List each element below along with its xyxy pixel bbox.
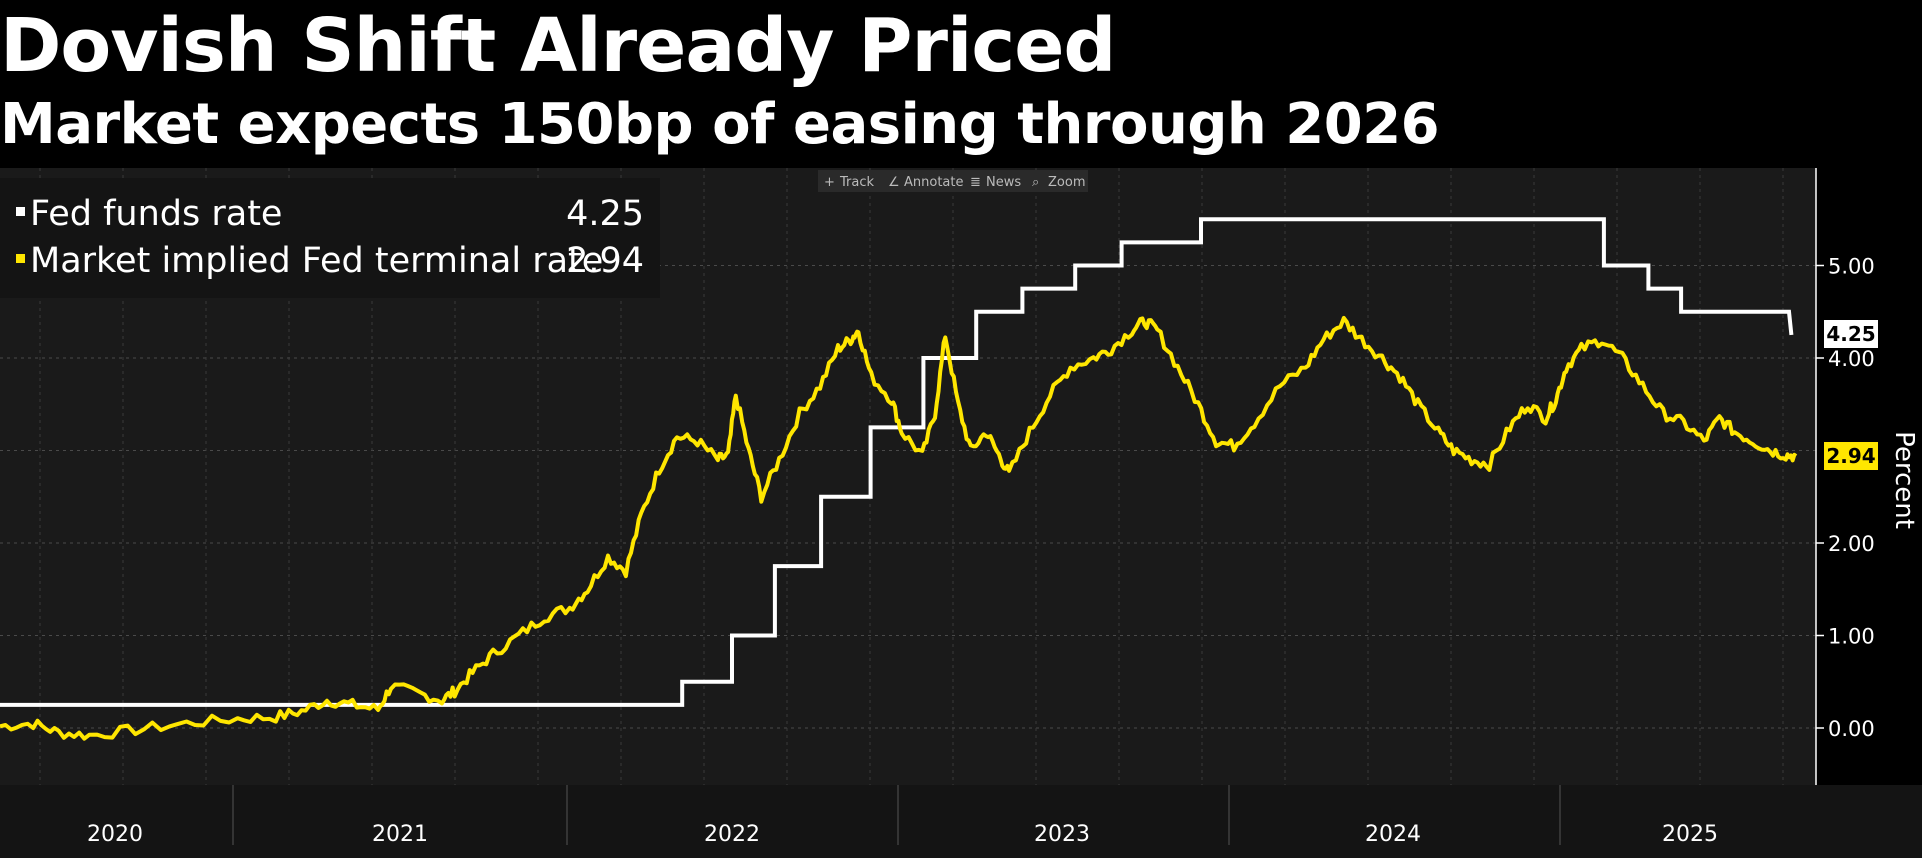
- x-tick-label: 2025: [1662, 822, 1718, 847]
- x-tick-label: 2020: [87, 822, 143, 847]
- tag-text-fed: 4.25: [1826, 322, 1875, 346]
- x-axis-ticks: 2020 2021 2022 2023 2024 2025: [87, 785, 1718, 847]
- track-label: Track: [839, 175, 874, 190]
- zoom-icon: ⌕: [1032, 175, 1039, 190]
- chart-title: Dovish Shift Already Priced: [0, 3, 1116, 89]
- x-tick-label: 2022: [704, 822, 760, 847]
- y-tick-label: 4.00: [1828, 347, 1875, 371]
- zoom-button[interactable]: ⌕ Zoom: [1032, 175, 1085, 190]
- x-tick-label: 2024: [1365, 822, 1421, 847]
- chart-toolbar: + Track ∠ Annotate ≣ News ⌕ Zoom: [818, 170, 1088, 192]
- news-label: News: [986, 175, 1021, 190]
- x-tick-label: 2021: [372, 822, 428, 847]
- x-tick-label: 2023: [1034, 822, 1090, 847]
- legend: Fed funds rate 4.25 Market implied Fed t…: [0, 178, 660, 298]
- news-button[interactable]: ≣ News: [970, 175, 1021, 190]
- x-axis-band: [0, 785, 1922, 858]
- zoom-label: Zoom: [1048, 175, 1085, 190]
- last-value-tag-implied: 2.94: [1824, 442, 1878, 470]
- news-icon: ≣: [970, 175, 981, 190]
- tag-text-implied: 2.94: [1826, 444, 1875, 468]
- legend-label-fed: Fed funds rate: [30, 194, 282, 234]
- legend-marker-implied: [16, 254, 25, 263]
- implied-rate-series: [0, 315, 1798, 741]
- track-button[interactable]: + Track: [824, 175, 874, 190]
- fed-funds-line: [0, 217, 1794, 707]
- legend-marker-fed: [16, 207, 25, 216]
- tag-box-fed: [1824, 320, 1878, 348]
- fed-funds-series: [0, 217, 1794, 707]
- legend-value-implied: 2.94: [566, 241, 644, 281]
- y-tick-label: 2.00: [1828, 532, 1875, 556]
- legend-label-implied: Market implied Fed terminal rate: [30, 241, 603, 281]
- annotate-button[interactable]: ∠ Annotate: [888, 175, 963, 190]
- legend-value-fed: 4.25: [566, 194, 644, 234]
- y-tick-label: 5.00: [1828, 255, 1875, 279]
- y-axis-label: Percent: [1889, 431, 1919, 529]
- annotate-label: Annotate: [904, 175, 963, 190]
- track-icon: +: [824, 175, 835, 190]
- y-tick-label: 0.00: [1828, 717, 1875, 741]
- y-axis-ticks: 0.00 1.00 2.00 4.00 5.00: [1816, 255, 1875, 741]
- tag-box-implied: [1824, 442, 1878, 470]
- annotate-icon: ∠: [888, 175, 900, 190]
- implied-rate-line: [0, 315, 1798, 741]
- last-value-tag-fed: 4.25: [1824, 320, 1878, 348]
- y-tick-label: 1.00: [1828, 625, 1875, 649]
- chart-subtitle: Market expects 150bp of easing through 2…: [0, 92, 1440, 157]
- legend-box: [0, 178, 660, 298]
